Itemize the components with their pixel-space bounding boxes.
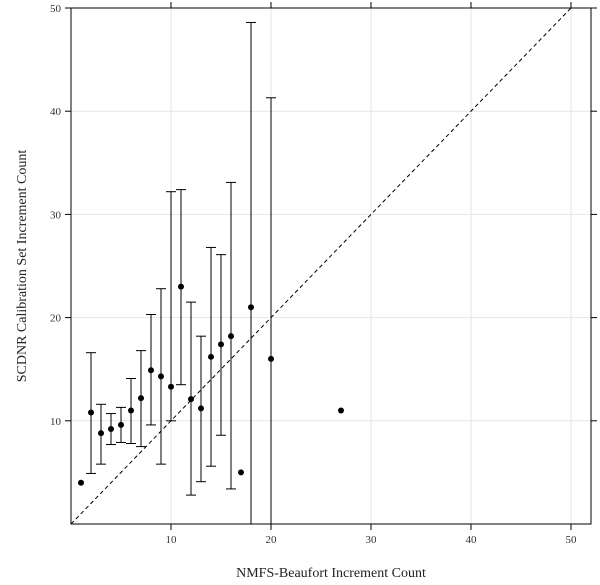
y-tick-label: 20	[50, 313, 62, 325]
data-point	[188, 396, 194, 403]
x-axis-ticks: 10 20 30 40 50	[166, 2, 578, 546]
data-point	[98, 430, 104, 437]
y-axis-label: SCDNR Calibration Set Increment Count	[15, 150, 30, 383]
data-point	[88, 409, 94, 416]
y-tick-label: 30	[50, 209, 62, 221]
data-point	[218, 341, 224, 348]
data-point	[138, 395, 144, 402]
data-point	[178, 283, 184, 290]
data-point	[128, 407, 134, 414]
data-point	[148, 367, 154, 374]
x-tick-label: 10	[166, 534, 178, 546]
identity-reference-line	[70, 7, 572, 525]
data-point	[228, 333, 234, 340]
data-point	[198, 405, 204, 412]
x-tick-label: 40	[466, 534, 478, 546]
data-point	[118, 421, 124, 428]
x-axis-label: NMFS-Beaufort Increment Count	[236, 566, 426, 581]
x-tick-label: 50	[566, 534, 578, 546]
y-axis-ticks: 10 20 30 40 50	[50, 3, 597, 428]
data-point	[268, 355, 274, 362]
data-points	[78, 283, 344, 486]
x-tick-label: 20	[266, 534, 278, 546]
y-tick-label: 50	[50, 3, 62, 15]
grid-lines	[71, 7, 591, 524]
x-tick-label: 30	[366, 534, 378, 546]
data-point	[78, 479, 84, 486]
y-tick-label: 40	[50, 106, 62, 118]
data-point	[248, 304, 254, 311]
error-bars	[86, 21, 276, 524]
data-point	[158, 373, 164, 380]
plot-frame	[70, 7, 592, 525]
data-point	[168, 383, 174, 390]
data-point	[338, 407, 344, 414]
y-tick-label: 10	[50, 416, 62, 428]
data-point	[238, 469, 244, 476]
data-point	[208, 353, 214, 360]
data-point	[108, 426, 114, 433]
